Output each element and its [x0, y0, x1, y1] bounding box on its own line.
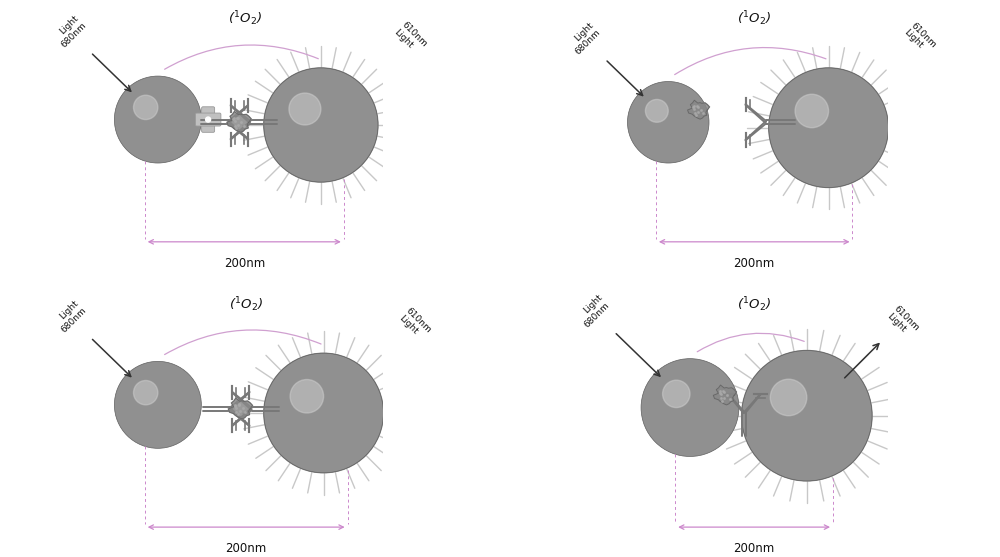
- Text: ($^1$O$_2$): ($^1$O$_2$): [228, 9, 262, 28]
- Circle shape: [627, 81, 709, 163]
- Text: 200nm: 200nm: [224, 257, 265, 270]
- Circle shape: [134, 380, 158, 405]
- Text: 200nm: 200nm: [734, 257, 775, 270]
- FancyBboxPatch shape: [202, 107, 215, 133]
- Circle shape: [281, 85, 361, 165]
- Polygon shape: [228, 398, 253, 419]
- Text: 610nm
Light: 610nm Light: [902, 21, 938, 57]
- Circle shape: [264, 68, 378, 182]
- Circle shape: [298, 102, 344, 148]
- Circle shape: [769, 68, 888, 188]
- Circle shape: [769, 68, 888, 188]
- Circle shape: [641, 359, 739, 457]
- Circle shape: [742, 350, 872, 481]
- Circle shape: [114, 76, 201, 163]
- Circle shape: [781, 390, 833, 442]
- Circle shape: [289, 93, 321, 125]
- Polygon shape: [713, 385, 736, 405]
- Circle shape: [300, 389, 348, 437]
- Text: Light
680nm: Light 680nm: [575, 293, 611, 329]
- Text: ($^1$O$_2$): ($^1$O$_2$): [737, 9, 771, 28]
- Circle shape: [795, 94, 829, 128]
- Text: Light
680nm: Light 680nm: [52, 13, 88, 50]
- Text: ($^1$O$_2$): ($^1$O$_2$): [737, 295, 771, 314]
- Circle shape: [264, 353, 383, 473]
- Text: 610nm
Light: 610nm Light: [392, 20, 428, 56]
- Circle shape: [787, 86, 870, 169]
- Polygon shape: [227, 111, 251, 132]
- Text: Light
680nm: Light 680nm: [52, 299, 88, 335]
- Circle shape: [663, 380, 690, 408]
- Text: 200nm: 200nm: [733, 542, 775, 555]
- Text: 610nm
Light: 610nm Light: [885, 304, 921, 340]
- Text: 200nm: 200nm: [226, 542, 267, 555]
- Circle shape: [770, 379, 807, 416]
- Text: ($^1$O$_2$): ($^1$O$_2$): [229, 295, 263, 314]
- Circle shape: [206, 117, 211, 122]
- FancyBboxPatch shape: [195, 113, 221, 126]
- Circle shape: [742, 350, 872, 481]
- Circle shape: [282, 371, 365, 455]
- Circle shape: [114, 361, 201, 448]
- Text: 610nm
Light: 610nm Light: [397, 306, 433, 342]
- Circle shape: [134, 95, 158, 120]
- Text: Light
680nm: Light 680nm: [566, 20, 602, 56]
- Circle shape: [645, 100, 668, 123]
- Circle shape: [264, 68, 378, 182]
- Circle shape: [290, 379, 324, 413]
- Circle shape: [264, 353, 383, 473]
- Circle shape: [761, 370, 852, 461]
- Circle shape: [805, 104, 852, 152]
- Polygon shape: [688, 100, 709, 119]
